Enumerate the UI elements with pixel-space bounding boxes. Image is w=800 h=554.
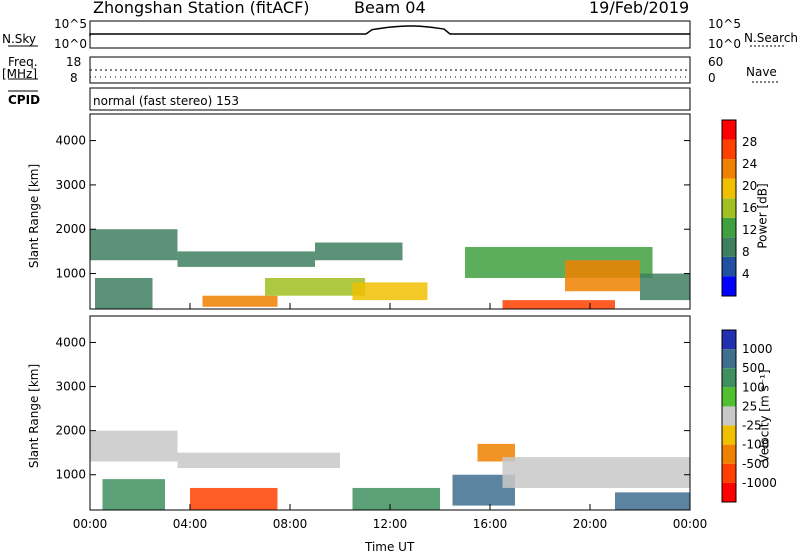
colorbar-segment	[722, 276, 736, 296]
colorbar-segment	[722, 463, 736, 483]
beam-label: Beam 04	[354, 0, 426, 17]
heatmap-cell	[352, 487, 440, 510]
ytick-label: 4000	[55, 335, 86, 349]
colorbar-segment	[722, 406, 736, 426]
station-title: Zhongshan Station (fitACF)	[93, 0, 310, 17]
colorbar-segment	[722, 217, 736, 238]
power-ylabel: Slant Range [km]	[27, 163, 42, 269]
nave-label: Nave	[746, 65, 777, 79]
ytick-label: 3000	[55, 178, 86, 192]
heatmap-cell	[265, 277, 365, 296]
colorbar-segment	[722, 159, 736, 179]
nsearch-label: N.Search	[744, 31, 799, 45]
heatmap-cell	[315, 242, 403, 261]
colorbar-tick-label: 25	[742, 399, 757, 413]
colorbar-tick-label: 12	[742, 223, 757, 237]
xtick-label: 12:00	[373, 517, 408, 531]
colorbar-frame	[721, 329, 737, 503]
xtick-label: 20:00	[573, 517, 608, 531]
colorbar-segment	[722, 425, 736, 445]
colorbar-frame	[721, 119, 737, 297]
heatmap-cell	[502, 457, 690, 488]
heatmap-cell	[177, 452, 340, 469]
ytick-label: 3000	[55, 380, 86, 394]
colorbar-segment	[722, 198, 736, 218]
nsearch-tick-top: 10^5	[708, 17, 741, 31]
heatmap-cell	[502, 300, 615, 309]
nsky-tick-top: 10^5	[54, 17, 87, 31]
ytick-label: 1000	[55, 267, 86, 281]
xaxis-label: Time UT	[365, 540, 415, 554]
freq-unit: [MHz]	[2, 67, 38, 81]
nave-tick-bottom: 0	[708, 71, 716, 85]
heatmap-cell	[352, 282, 428, 301]
colorbar-segment	[722, 387, 736, 407]
colorbar-tick-label: -1000	[742, 476, 777, 490]
xtick-label: 08:00	[273, 517, 308, 531]
colorbar-tick-label: 16	[742, 201, 757, 215]
ytick-label: 4000	[55, 134, 86, 148]
colorbar-tick-label: 28	[742, 135, 757, 149]
xtick-label: 00:00	[73, 517, 108, 531]
ytick-label: 1000	[55, 468, 86, 482]
cpid-label: CPID	[8, 93, 41, 107]
xtick-label: 00:00	[673, 517, 708, 531]
colorbar-tick-label: 24	[742, 157, 757, 171]
colorbar-tick-label: 1000	[742, 342, 773, 356]
colorbar-tick-label: 500	[742, 361, 765, 375]
colorbar-tick-label: 4	[742, 267, 750, 281]
heatmap-cell	[90, 430, 178, 462]
freq-label: Freq.	[8, 55, 38, 69]
heatmap-cell	[640, 273, 690, 301]
colorbar-segment	[722, 349, 736, 369]
heatmap-cell	[202, 295, 278, 307]
colorbar-segment	[722, 237, 736, 257]
freq-tick-top: 18	[66, 55, 82, 69]
nsky-tick-bottom: 10^0	[54, 37, 87, 51]
xtick-label: 16:00	[473, 517, 508, 531]
nsearch-tick-bottom: 10^0	[708, 37, 741, 51]
cpid-panel-frame	[89, 87, 691, 111]
heatmap-cell	[177, 251, 315, 267]
date-label: 19/Feb/2019	[589, 0, 690, 17]
colorbar-segment	[722, 482, 736, 502]
colorbar-segment	[722, 120, 736, 140]
freq-tick-bottom: 8	[70, 71, 78, 85]
colorbar-tick-label: 20	[742, 179, 757, 193]
colorbar-segment	[722, 139, 736, 160]
colorbar-segment	[722, 444, 736, 464]
cpid-text: normal (fast stereo) 153	[93, 94, 240, 108]
ytick-label: 2000	[55, 424, 86, 438]
power-colorbar-label: Power [dB]	[755, 183, 770, 249]
velocity-colorbar-label: Velocity [m s⁻¹]	[757, 369, 772, 463]
heatmap-cell	[102, 479, 165, 510]
velocity-ylabel: Slant Range [km]	[27, 363, 42, 469]
heatmap-cell	[565, 260, 640, 292]
heatmap-cell	[190, 487, 278, 510]
colorbar-segment	[722, 330, 736, 350]
xtick-label: 04:00	[173, 517, 208, 531]
ytick-label: 2000	[55, 222, 86, 236]
nsky-label: N.Sky	[2, 32, 37, 46]
nsky-trace	[89, 25, 690, 36]
colorbar-segment	[722, 256, 736, 277]
colorbar-segment	[722, 368, 736, 388]
colorbar-tick-label: -25	[742, 419, 762, 433]
colorbar-tick-label: -500	[742, 457, 769, 471]
colorbar-segment	[722, 178, 736, 199]
heatmap-cell	[90, 229, 178, 261]
colorbar-tick-label: 8	[742, 245, 750, 259]
colorbar-tick-label: 100	[742, 380, 765, 394]
colorbar-tick-label: -100	[742, 438, 769, 452]
heatmap-cell	[615, 492, 690, 510]
nave-tick-top: 60	[708, 55, 724, 69]
heatmap-cell	[95, 277, 153, 309]
